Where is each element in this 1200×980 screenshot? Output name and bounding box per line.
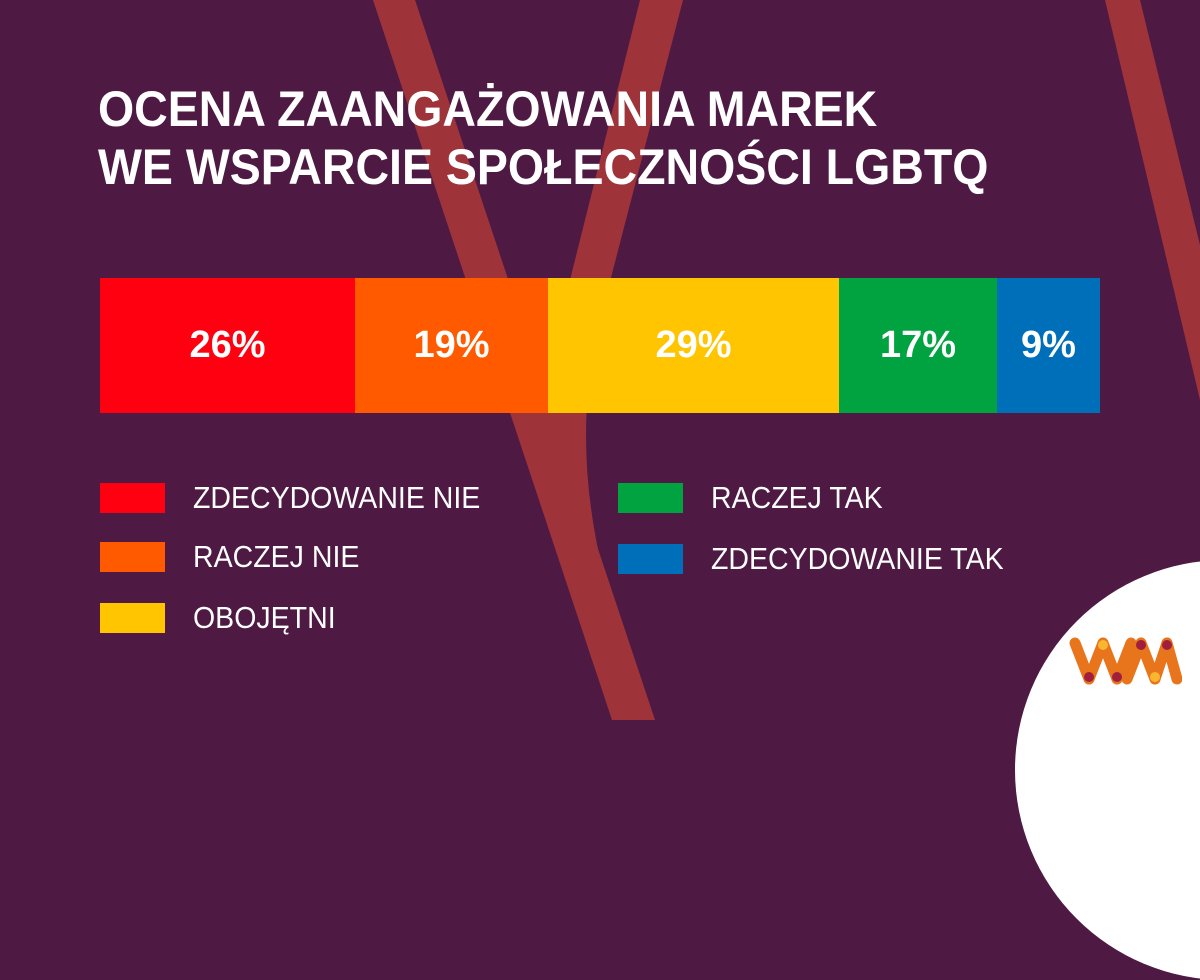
legend-label: OBOJĘTNI (193, 600, 336, 635)
legend-item-obojetni: OBOJĘTNI (100, 600, 348, 636)
bar-segment-zdecydowanie-tak: 9% (997, 278, 1100, 413)
title-line-1: OCENA ZAANGAŻOWANIA MAREK (98, 81, 878, 137)
legend-swatch (618, 483, 683, 513)
legend-item-zdecydowanie-tak: ZDECYDOWANIE TAK (618, 541, 1029, 577)
legend-item-raczej-tak: RACZEJ TAK (618, 480, 898, 516)
segment-value-label: 17% (879, 324, 957, 366)
stacked-bar: 26% 19% 29% 17% 9% (100, 278, 1100, 413)
bar-segment-obojetni: 29% (548, 278, 839, 413)
legend-swatch (100, 483, 165, 513)
segment-value-label: 29% (655, 324, 732, 366)
legend-swatch (100, 603, 165, 633)
segment-value-label: 19% (413, 324, 490, 366)
legend-item-raczej-nie: RACZEJ NIE (100, 539, 374, 575)
stripe-far-right (1105, 0, 1200, 400)
wm-logo-icon (1069, 637, 1182, 685)
bar-segment-zdecydowanie-nie: 26% (100, 278, 355, 413)
legend-swatch (100, 542, 165, 572)
stripe-right-v (552, 0, 683, 720)
legend-label: ZDECYDOWANIE NIE (193, 480, 481, 515)
legend-label: RACZEJ TAK (711, 480, 883, 515)
bar-segment-raczej-nie: 19% (355, 278, 548, 413)
chart-title: OCENA ZAANGAŻOWANIA MAREK WE WSPARCIE SP… (98, 80, 988, 196)
segment-value-label: 9% (1021, 324, 1076, 366)
legend-label: RACZEJ NIE (193, 539, 360, 574)
legend-item-zdecydowanie-nie: ZDECYDOWANIE NIE (100, 480, 505, 516)
legend-label: ZDECYDOWANIE TAK (711, 541, 1004, 576)
bar-segment-raczej-tak: 17% (839, 278, 997, 413)
segment-value-label: 26% (189, 324, 266, 366)
title-line-2: WE WSPARCIE SPOŁECZNOŚCI LGBTQ (98, 139, 989, 195)
legend-swatch (618, 544, 683, 574)
